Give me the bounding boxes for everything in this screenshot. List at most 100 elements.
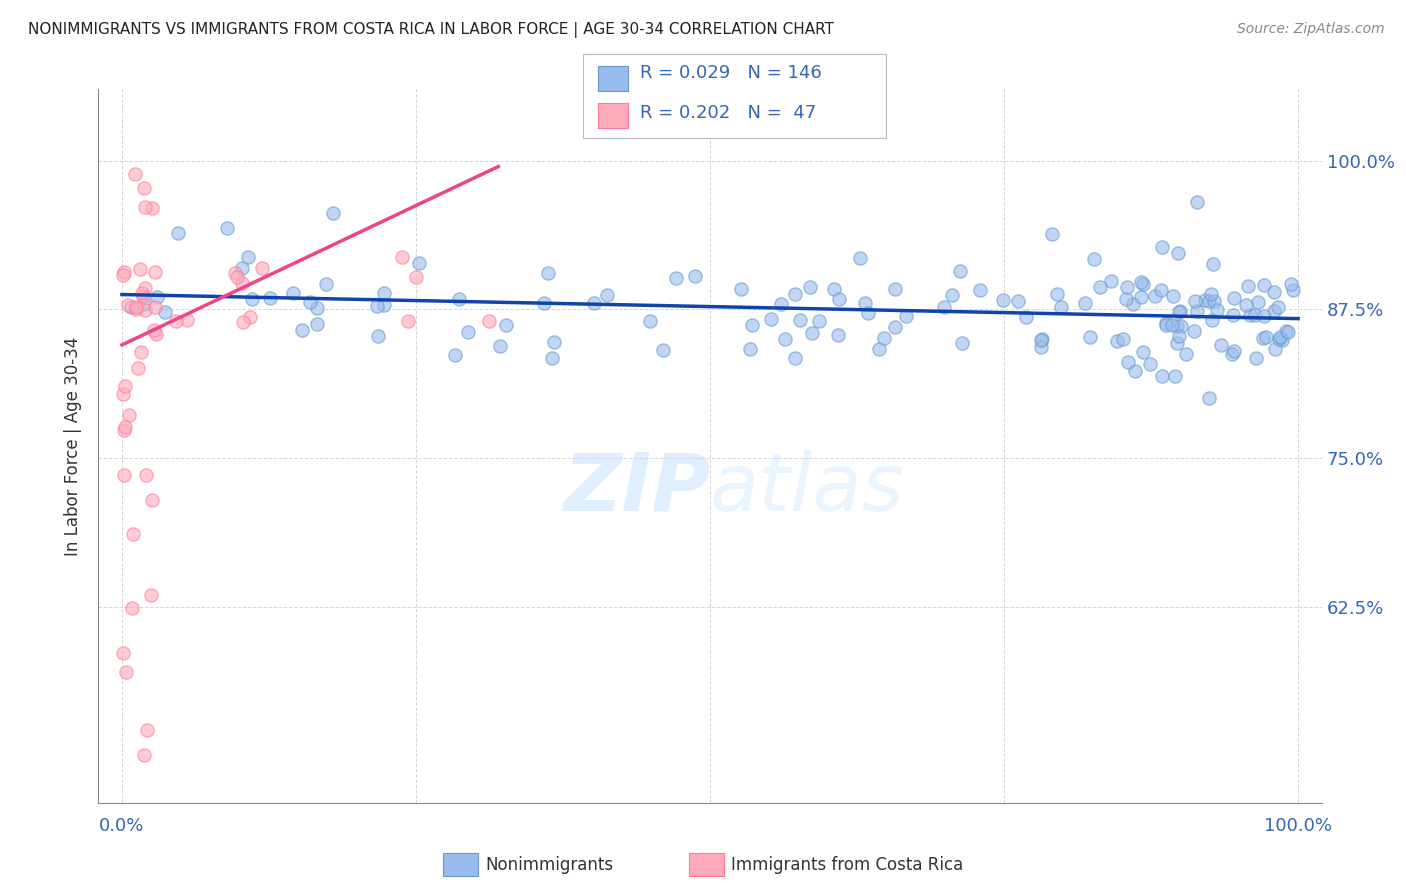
- Point: [1168, 305, 1191, 319]
- Point: [1209, 337, 1232, 351]
- Point: [651, 343, 673, 358]
- Point: [217, 221, 239, 235]
- Point: [1247, 294, 1270, 309]
- Point: [894, 309, 917, 323]
- Point: [1184, 294, 1206, 309]
- Point: [1236, 278, 1258, 293]
- Point: [596, 288, 619, 302]
- Point: [823, 283, 845, 297]
- Point: [853, 296, 876, 310]
- Point: [132, 297, 155, 311]
- Point: [950, 336, 973, 351]
- Text: Nonimmigrants: Nonimmigrants: [485, 856, 613, 874]
- Point: [231, 260, 253, 275]
- Point: [322, 206, 344, 220]
- Point: [785, 286, 807, 301]
- Point: [872, 330, 894, 344]
- Point: [127, 361, 149, 376]
- Point: [118, 408, 141, 422]
- Point: [291, 323, 314, 337]
- Point: [730, 282, 752, 296]
- Point: [1090, 280, 1112, 294]
- Text: 100.0%: 100.0%: [1264, 817, 1331, 835]
- Point: [1168, 304, 1191, 318]
- Point: [1115, 292, 1137, 306]
- Point: [124, 167, 146, 181]
- Point: [176, 313, 198, 327]
- Point: [638, 313, 661, 327]
- Point: [828, 292, 851, 306]
- Point: [122, 526, 145, 541]
- Point: [373, 298, 395, 312]
- Point: [315, 277, 337, 291]
- Point: [1202, 294, 1225, 309]
- Point: [128, 262, 150, 277]
- Point: [259, 291, 281, 305]
- Point: [1122, 297, 1144, 311]
- Point: [1268, 330, 1291, 344]
- Text: Source: ZipAtlas.com: Source: ZipAtlas.com: [1237, 22, 1385, 37]
- Point: [1150, 284, 1173, 298]
- Point: [449, 292, 471, 306]
- Point: [141, 493, 163, 508]
- Point: [135, 468, 157, 483]
- Point: [114, 468, 136, 483]
- Text: 0.0%: 0.0%: [100, 817, 145, 835]
- Point: [1271, 334, 1294, 348]
- Point: [1105, 334, 1128, 349]
- Point: [1244, 308, 1267, 322]
- Point: [799, 280, 821, 294]
- Point: [1161, 318, 1184, 332]
- Point: [111, 646, 134, 660]
- Point: [143, 265, 166, 279]
- Point: [1170, 319, 1192, 334]
- Point: [868, 342, 890, 356]
- Point: [759, 311, 782, 326]
- Point: [250, 261, 273, 276]
- Point: [111, 268, 134, 282]
- Point: [1264, 343, 1286, 357]
- Point: [166, 226, 188, 240]
- Point: [1239, 309, 1261, 323]
- Point: [949, 264, 972, 278]
- Point: [489, 339, 512, 353]
- Point: [1198, 392, 1220, 406]
- Point: [1185, 304, 1208, 318]
- Point: [281, 286, 304, 301]
- Point: [143, 300, 166, 314]
- Point: [1154, 316, 1177, 330]
- Point: [1282, 283, 1305, 297]
- Point: [541, 351, 564, 365]
- Point: [224, 266, 246, 280]
- Point: [969, 283, 991, 297]
- Point: [305, 301, 328, 316]
- Point: [1174, 347, 1197, 361]
- Point: [1254, 330, 1277, 344]
- Point: [1281, 277, 1303, 292]
- Point: [391, 250, 413, 264]
- Point: [1182, 324, 1205, 338]
- Point: [1223, 291, 1246, 305]
- Text: ZIP: ZIP: [562, 450, 710, 528]
- Point: [1031, 340, 1053, 354]
- Point: [1099, 274, 1122, 288]
- Text: Immigrants from Costa Rica: Immigrants from Costa Rica: [731, 856, 963, 874]
- Point: [129, 344, 152, 359]
- Point: [1268, 332, 1291, 346]
- Point: [665, 271, 688, 285]
- Point: [1132, 344, 1154, 359]
- Point: [1263, 285, 1285, 299]
- Point: [537, 266, 560, 280]
- Point: [991, 293, 1014, 308]
- Point: [827, 328, 849, 343]
- Point: [134, 303, 156, 318]
- Point: [405, 269, 427, 284]
- Point: [114, 265, 136, 279]
- Point: [1050, 300, 1073, 314]
- Point: [583, 296, 606, 310]
- Point: [240, 292, 263, 306]
- Point: [443, 348, 465, 362]
- Point: [1161, 289, 1184, 303]
- Point: [1166, 335, 1188, 350]
- Point: [1123, 364, 1146, 378]
